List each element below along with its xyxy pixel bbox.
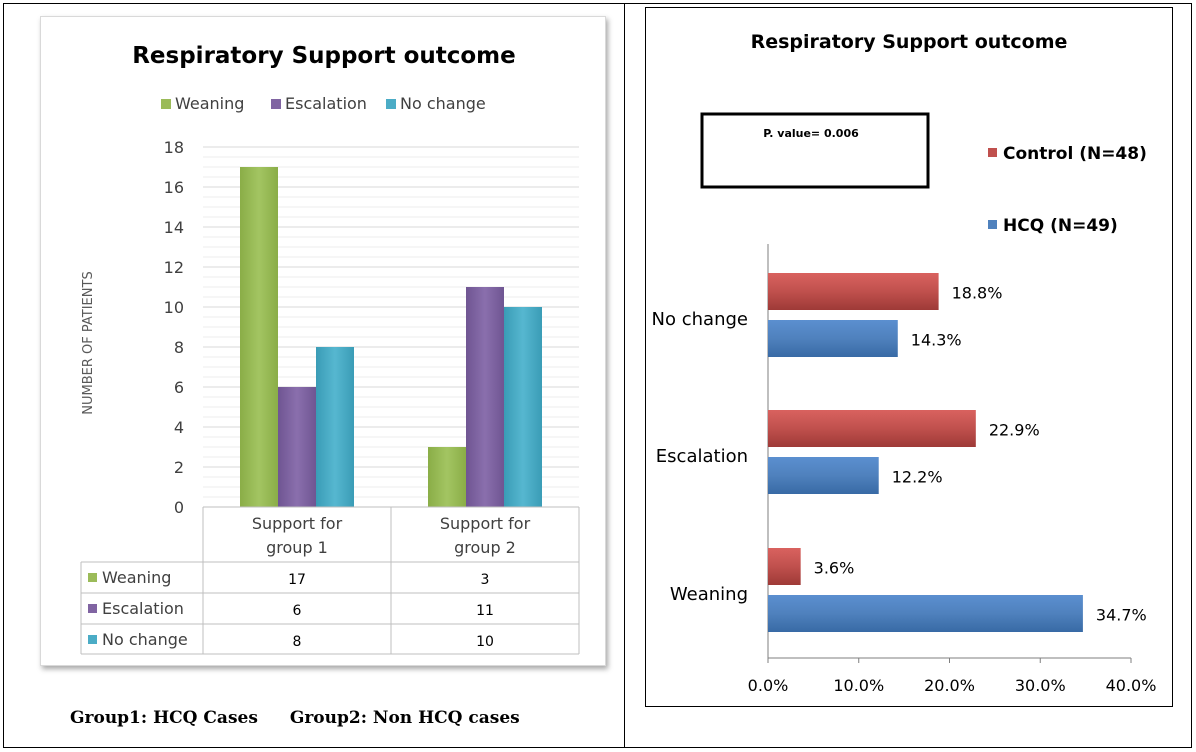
x-category-label: Support for [440,514,531,533]
left-y-axis-label: NUMBER OF PATIENTS [81,271,96,414]
category-label-escalation: Escalation [656,446,748,467]
table-cell: 6 [293,603,302,619]
legend-label-control-n-48: Control (N=48) [1003,144,1147,164]
p-value-box [700,112,930,189]
y-tick-label: 6 [174,378,184,397]
data-label: 14.3% [911,331,962,350]
x-tick-label: 0.0% [748,676,789,695]
legend-swatch-escalation [271,99,281,109]
outer-frame [3,3,1192,748]
footer-caption: Group1: HCQ Cases Group2: Non HCQ cases [70,708,546,728]
right-chart-title: Respiratory Support outcome [751,31,1068,53]
right-axes: 0.0% 10.0% 20.0% 30.0% 40.0% [748,244,1157,695]
data-label: 34.7% [1096,606,1147,625]
legend-label-escalation: Escalation [285,94,367,113]
category-label-no-change: No change [652,309,748,330]
table-row-label: Weaning [102,568,171,587]
bar-hcq-n-49-escalation [768,457,879,494]
legend-swatch-no-change [386,99,396,109]
x-category-label: Support for [252,514,343,533]
left-legend: Weaning Escalation No change [161,94,486,113]
left-chart: Respiratory Support outcome Weaning Escal… [80,43,580,655]
legend-swatch-weaning [161,99,171,109]
data-label: 12.2% [892,468,943,487]
left-bars [240,167,542,507]
legend-swatch-control-n-48 [988,148,997,157]
data-label: 3.6% [814,559,855,578]
legend-label-no-change: No change [400,94,486,113]
data-label: 22.9% [989,421,1040,440]
bar-control-n-48-escalation [768,410,976,447]
table-key-weaning [88,573,97,582]
left-data-table: Support for group 1 Support for group 2 Wean… [80,506,580,655]
category-label-weaning: Weaning [670,584,748,605]
table-cell: 3 [481,572,490,588]
y-tick-label: 2 [174,458,184,477]
bar-weaning-group-1 [240,167,278,507]
bar-no-change-group-1 [316,347,354,507]
bar-hcq-n-49-no-change [768,320,898,357]
table-key-no-change [88,635,97,644]
table-cell: 17 [288,572,306,588]
bar-escalation-group-2 [466,287,504,507]
y-tick-label: 0 [174,498,184,517]
x-category-label: group 1 [266,538,328,557]
bar-control-n-48-no-change [768,273,939,310]
table-cell: 11 [476,603,494,619]
right-chart: Respiratory Support outcome P. value= 0.… [652,31,1157,695]
bar-weaning-group-2 [428,447,466,507]
y-tick-label: 4 [174,418,184,437]
y-tick-label: 8 [174,338,184,357]
y-tick-label: 18 [164,138,184,157]
table-row-label: No change [102,630,188,649]
y-tick-label: 16 [164,178,184,197]
left-chart-panel: Respiratory Support outcome Weaning Escal… [40,16,606,666]
y-tick-label: 14 [164,218,184,237]
bar-escalation-group-1 [278,387,316,507]
right-legend: Control (N=48) HCQ (N=49) [988,144,1147,236]
table-cell: 10 [476,634,494,650]
footer-group2: Group2: Non HCQ cases [289,708,520,728]
bar-hcq-n-49-weaning [768,595,1083,632]
right-chart-panel: Respiratory Support outcome P. value= 0.… [645,7,1173,707]
x-tick-label: 10.0% [833,676,884,695]
left-chart-title: Respiratory Support outcome [132,43,516,69]
right-bars: No change 18.8% 14.3% Escalation 22.9% 12.2% W… [652,273,1147,632]
legend-swatch-hcq-n-49 [988,220,997,229]
bar-control-n-48-weaning [768,548,801,585]
y-tick-label: 10 [164,298,184,317]
x-tick-label: 20.0% [924,676,975,695]
x-category-label: group 2 [454,538,516,557]
legend-label-weaning: Weaning [175,94,244,113]
x-tick-label: 40.0% [1106,676,1157,695]
p-value-text: P. value= 0.006 [763,127,859,140]
bar-no-change-group-2 [504,307,542,507]
legend-label-hcq-n-49: HCQ (N=49) [1003,216,1118,236]
table-row-label: Escalation [102,599,184,618]
left-y-ticks: 0 2 4 6 8 10 12 14 16 18 [164,138,184,517]
table-key-escalation [88,604,97,613]
footer-group1: Group1: HCQ Cases [70,708,258,728]
data-label: 18.8% [952,284,1003,303]
table-cell: 8 [293,634,302,650]
panel-divider [624,3,625,748]
y-tick-label: 12 [164,258,184,277]
x-tick-label: 30.0% [1015,676,1066,695]
